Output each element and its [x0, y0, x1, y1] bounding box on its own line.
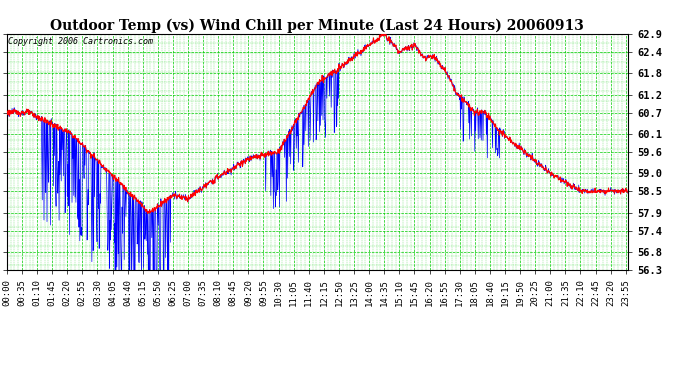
Text: Copyright 2006 Cartronics.com: Copyright 2006 Cartronics.com	[8, 37, 153, 46]
Title: Outdoor Temp (vs) Wind Chill per Minute (Last 24 Hours) 20060913: Outdoor Temp (vs) Wind Chill per Minute …	[50, 18, 584, 33]
